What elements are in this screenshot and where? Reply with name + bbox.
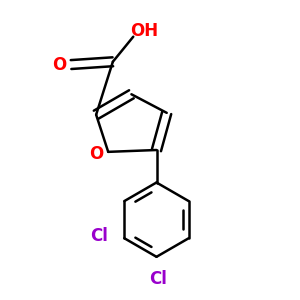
Text: O: O: [52, 56, 66, 74]
Text: OH: OH: [130, 22, 158, 40]
Text: O: O: [89, 145, 103, 163]
Text: Cl: Cl: [90, 227, 108, 245]
Text: Cl: Cl: [149, 270, 167, 288]
